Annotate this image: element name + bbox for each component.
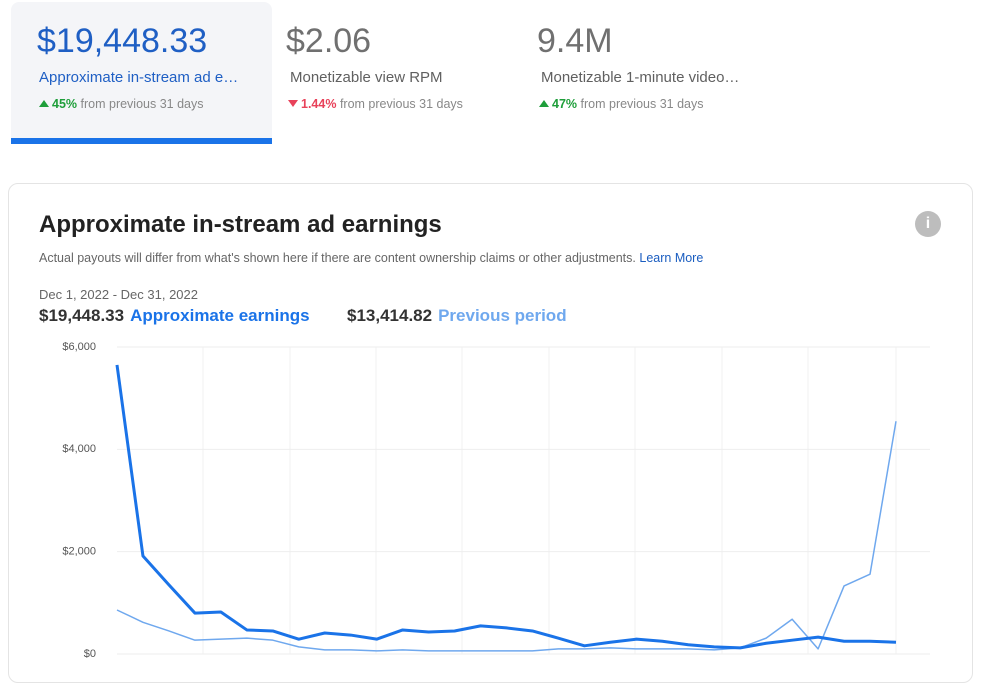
y-tick-label: $6,000	[62, 341, 96, 353]
change-value: 47%	[552, 97, 578, 111]
metric-value: 9.4M	[537, 22, 613, 60]
metric-change: 1.44% from previous 31 days	[288, 97, 463, 111]
date-range: Dec 1, 2022 - Dec 31, 2022	[39, 287, 198, 302]
metric-label: Approximate in-stream ad e…	[39, 69, 239, 86]
y-tick-label: $2,000	[62, 546, 96, 558]
chart: $0 $2,000 $4,000 $6,000	[62, 341, 930, 660]
vertical-grid	[202, 347, 897, 654]
metric-change: 47% from previous 31 days	[539, 97, 704, 111]
legend-total: $19,448.33	[39, 306, 125, 325]
subtitle-text: Actual payouts will differ from what's s…	[39, 251, 636, 265]
legend-name: Approximate earnings	[130, 306, 310, 325]
change-note: from previous 31 days	[80, 97, 204, 111]
chart-title: Approximate in-stream ad earnings	[39, 211, 442, 238]
chart-subtitle: Actual payouts will differ from what's s…	[39, 251, 703, 265]
learn-more-link[interactable]: Learn More	[639, 251, 704, 265]
legend-total: $13,414.82	[347, 306, 433, 325]
metric-label: Monetizable 1-minute video…	[541, 69, 740, 86]
change-note: from previous 31 days	[339, 97, 463, 111]
page: {"metrics": [ {"value": "$19,448.33", "l…	[8, 2, 973, 683]
change-note: from previous 31 days	[580, 97, 704, 111]
metric-value: $2.06	[286, 22, 372, 60]
change-value: 1.44%	[301, 97, 337, 111]
series-line	[115, 364, 897, 650]
legend-item: $13,414.82 Previous period	[347, 306, 567, 326]
legend-item: $19,448.33 Approximate earnings	[39, 306, 310, 326]
info-icon[interactable]: i	[915, 211, 941, 237]
y-tick-label: $4,000	[62, 443, 96, 455]
metric-change: 45% from previous 31 days	[39, 97, 204, 111]
metric-card[interactable]: $19,448.33 Approximate in-stream ad e… 4…	[11, 2, 272, 144]
metric-card[interactable]: 9.4M Monetizable 1-minute video… 47% fro…	[511, 2, 772, 144]
change-value: 45%	[52, 97, 78, 111]
metric-value: $19,448.33	[37, 22, 208, 60]
series-line	[116, 421, 897, 652]
legend-name: Previous period	[438, 306, 567, 325]
y-tick-label: $0	[84, 648, 96, 660]
metric-label: Monetizable view RPM	[290, 69, 443, 86]
metric-card[interactable]: $2.06 Monetizable view RPM 1.44% from pr…	[260, 2, 521, 144]
